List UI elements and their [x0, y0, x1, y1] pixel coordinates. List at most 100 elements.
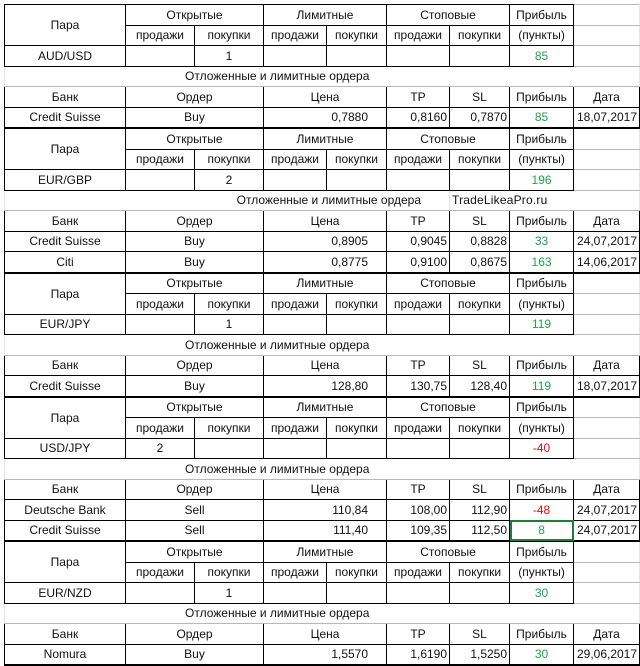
order-date[interactable]: 18,07,2017	[573, 106, 640, 129]
empty-cell[interactable]	[573, 417, 640, 439]
sl-header[interactable]: SL	[449, 623, 511, 645]
order-side[interactable]: Buy	[125, 230, 264, 252]
order-header[interactable]: Ордер	[125, 86, 264, 108]
order-side[interactable]: Buy	[125, 251, 264, 274]
order-price[interactable]: 0,8775	[262, 251, 388, 274]
pair-limit-sell[interactable]	[263, 169, 327, 191]
pair-limit-buy[interactable]	[325, 169, 388, 191]
order-profit[interactable]: 119	[509, 375, 575, 398]
tp-header[interactable]: TP	[386, 210, 451, 232]
order-date[interactable]: 29,06,2017	[573, 643, 640, 666]
pair-limit-buy[interactable]	[325, 437, 388, 459]
order-profit[interactable]: 163	[509, 251, 575, 274]
order-tp[interactable]: 0,8160	[386, 106, 451, 129]
bank-header[interactable]: Банк	[4, 478, 126, 500]
pair-stop-buy[interactable]	[449, 313, 511, 335]
order-sl[interactable]: 0,8675	[449, 251, 511, 274]
tp-header[interactable]: TP	[386, 623, 451, 645]
subheader-sells[interactable]: продажи	[386, 417, 451, 439]
subheader-buys[interactable]: покупки	[449, 148, 511, 170]
empty-cell[interactable]	[573, 395, 640, 418]
tp-header[interactable]: TP	[386, 478, 451, 500]
pair-profit[interactable]: 119	[509, 313, 575, 335]
pending-title[interactable]: Отложенные и лимитные ордера	[3, 334, 640, 356]
empty-cell[interactable]	[573, 271, 640, 294]
subheader-sells[interactable]: продажи	[263, 24, 327, 46]
stop-header[interactable]: Стоповые	[386, 4, 511, 26]
pair-stop-sell[interactable]	[386, 582, 451, 604]
price-header[interactable]: Цена	[262, 86, 388, 108]
limit-header[interactable]: Лимитные	[262, 127, 388, 150]
subheader-sells[interactable]: продажи	[125, 293, 195, 315]
limit-header[interactable]: Лимитные	[262, 271, 388, 294]
pair-stop-sell[interactable]	[386, 45, 451, 67]
subheader-buys[interactable]: покупки	[449, 293, 511, 315]
price-header[interactable]: Цена	[262, 478, 388, 500]
order-price[interactable]: 0,7880	[262, 106, 388, 129]
sl-header[interactable]: SL	[449, 86, 511, 108]
order-price[interactable]: 111,40	[262, 519, 388, 542]
pair-open-buy[interactable]: 1	[194, 313, 264, 335]
pair-limit-buy[interactable]	[325, 313, 388, 335]
order-date[interactable]: 14,06,2017	[573, 251, 640, 274]
order-sl[interactable]: 128,40	[449, 375, 511, 398]
subheader-buys[interactable]: покупки	[325, 417, 388, 439]
empty-cell[interactable]	[573, 437, 640, 459]
points-header[interactable]: (пункты)	[509, 24, 575, 46]
bank-header[interactable]: Банк	[4, 354, 126, 376]
order-tp[interactable]: 0,9045	[386, 230, 451, 252]
points-header[interactable]: (пункты)	[509, 293, 575, 315]
subheader-sells[interactable]: продажи	[125, 561, 195, 583]
date-header[interactable]: Дата	[573, 86, 640, 108]
order-profit[interactable]: 33	[509, 230, 575, 252]
subheader-buys[interactable]: покупки	[325, 561, 388, 583]
pair-open-sell[interactable]	[125, 169, 195, 191]
bank-header[interactable]: Банк	[4, 210, 126, 232]
pair-header[interactable]: Пара	[4, 271, 126, 315]
order-tp[interactable]: 0,9100	[386, 251, 451, 274]
subheader-buys[interactable]: покупки	[449, 561, 511, 583]
pending-title[interactable]: Отложенные и лимитные ордера	[3, 458, 640, 480]
pair-open-sell[interactable]	[125, 313, 195, 335]
stop-header[interactable]: Стоповые	[386, 540, 511, 563]
pair-name[interactable]: USD/JPY	[4, 437, 126, 459]
pair-name[interactable]: EUR/NZD	[4, 582, 126, 604]
order-sl[interactable]: 0,7870	[449, 106, 511, 129]
order-side[interactable]: Buy	[125, 643, 264, 666]
pair-stop-buy[interactable]	[449, 45, 511, 67]
empty-cell[interactable]	[573, 293, 640, 315]
pair-name[interactable]: AUD/USD	[4, 45, 126, 67]
order-tp[interactable]: 1,6190	[386, 643, 451, 666]
pair-limit-sell[interactable]	[263, 45, 327, 67]
order-sl[interactable]: 112,90	[449, 499, 511, 521]
open-header[interactable]: Открытые	[125, 395, 264, 418]
order-bank[interactable]: Credit Suisse	[4, 519, 126, 542]
order-price[interactable]: 110,84	[262, 499, 388, 521]
order-side[interactable]: Sell	[125, 499, 264, 521]
pair-open-sell[interactable]	[125, 45, 195, 67]
order-price[interactable]: 128,80	[262, 375, 388, 398]
points-header[interactable]: (пункты)	[509, 417, 575, 439]
profit-header[interactable]: Прибыль	[509, 127, 575, 150]
profit-header[interactable]: Прибыль	[509, 478, 575, 500]
tp-header[interactable]: TP	[386, 86, 451, 108]
sl-header[interactable]: SL	[449, 478, 511, 500]
subheader-buys[interactable]: покупки	[194, 293, 264, 315]
order-header[interactable]: Ордер	[125, 478, 264, 500]
order-profit[interactable]: 8	[509, 519, 575, 542]
pair-stop-buy[interactable]	[449, 437, 511, 459]
stop-header[interactable]: Стоповые	[386, 271, 511, 294]
open-header[interactable]: Открытые	[125, 271, 264, 294]
empty-cell[interactable]	[573, 540, 640, 563]
pair-name[interactable]: EUR/GBP	[4, 169, 126, 191]
limit-header[interactable]: Лимитные	[262, 540, 388, 563]
pair-name[interactable]: EUR/JPY	[4, 313, 126, 335]
pair-open-sell[interactable]	[125, 582, 195, 604]
subheader-sells[interactable]: продажи	[263, 148, 327, 170]
empty-cell[interactable]	[573, 127, 640, 150]
order-bank[interactable]: Deutsche Bank	[4, 499, 126, 521]
order-sl[interactable]: 1,5250	[449, 643, 511, 666]
subheader-buys[interactable]: покупки	[194, 561, 264, 583]
subheader-sells[interactable]: продажи	[125, 148, 195, 170]
subheader-buys[interactable]: покупки	[325, 293, 388, 315]
